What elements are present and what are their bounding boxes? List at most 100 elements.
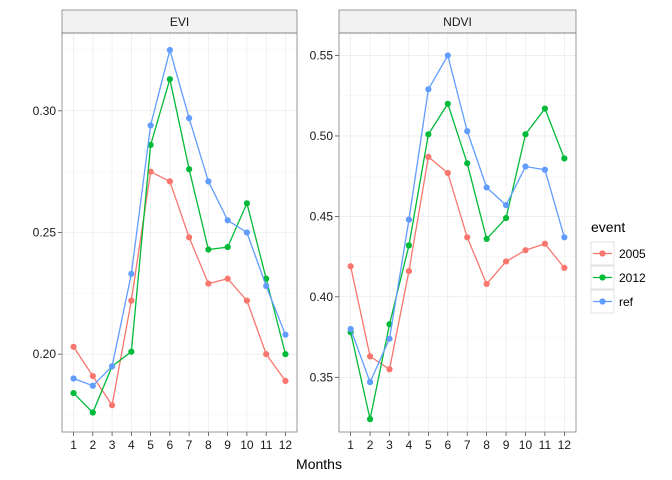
legend: event 2005 2012 ref bbox=[590, 219, 646, 314]
evi-series-2005-point bbox=[263, 351, 270, 358]
ndvi-x-tick-label: 3 bbox=[386, 438, 393, 452]
evi-x-tick-label: 6 bbox=[167, 438, 174, 452]
evi-y-tick-label: 0.30 bbox=[33, 104, 57, 118]
evi-series-2005-point bbox=[108, 402, 116, 409]
x-axis-title: Months bbox=[296, 456, 342, 472]
evi-series-ref-line bbox=[73, 47, 287, 387]
legend-key-point-2012 bbox=[599, 274, 606, 281]
evi-series-ref-point bbox=[205, 178, 212, 185]
ndvi-series-ref-point bbox=[405, 216, 413, 223]
evi-x-tick-label: 1 bbox=[70, 438, 77, 452]
ndvi-panel-border bbox=[338, 32, 577, 433]
evi-series-2012-point bbox=[166, 76, 173, 83]
evi-x-tick-label: 3 bbox=[109, 438, 116, 452]
ndvi-series-2005-line bbox=[350, 155, 565, 371]
evi-series-ref-point bbox=[89, 382, 96, 389]
ndvi-series-2012-point bbox=[425, 131, 432, 138]
evi-x-tick-label: 5 bbox=[147, 438, 154, 452]
evi-series-2005-point bbox=[70, 343, 77, 350]
evi-series-2012-point bbox=[243, 200, 251, 207]
evi-x-tick-label: 8 bbox=[205, 438, 212, 452]
evi-series-2005-point bbox=[147, 168, 154, 175]
ndvi-x-tick-label: 11 bbox=[539, 438, 552, 452]
ndvi-series-2012-point bbox=[366, 416, 374, 423]
ndvi-series-2005-point bbox=[444, 169, 451, 177]
evi-series-2012-point bbox=[224, 243, 231, 251]
ndvi-series-ref-point bbox=[366, 379, 374, 386]
evi-series-2005-point bbox=[128, 297, 135, 304]
ndvi-y-tick-label: 0.35 bbox=[310, 370, 334, 384]
ndvi-series-2012-line bbox=[350, 102, 565, 420]
evi-series-2012-point bbox=[147, 141, 154, 149]
evi-x-tick-label: 4 bbox=[128, 438, 135, 452]
ndvi-series-2012-point bbox=[444, 100, 451, 107]
evi-series-2005-point bbox=[89, 372, 96, 380]
evi-series-2005-point bbox=[205, 280, 212, 287]
ndvi-series-2012-point bbox=[561, 155, 568, 162]
ndvi-series-2012-point bbox=[502, 214, 510, 222]
ndvi-x-tick-label: 9 bbox=[503, 438, 510, 452]
ndvi-series-ref-point bbox=[522, 163, 529, 170]
evi-series-ref-point bbox=[70, 375, 77, 382]
ndvi-x-tick-label: 12 bbox=[558, 438, 572, 452]
ndvi-series-2005-point bbox=[366, 353, 374, 360]
ndvi-series-ref-point bbox=[347, 325, 354, 333]
evi-series-2012-point bbox=[89, 409, 96, 416]
evi-x-tick-label: 9 bbox=[224, 438, 231, 452]
legend-label-2012: 2012 bbox=[619, 271, 646, 285]
ndvi-series-ref-point bbox=[386, 335, 393, 342]
evi-y-tick-label: 0.25 bbox=[33, 226, 57, 240]
evi-series-ref-point bbox=[166, 46, 173, 54]
ndvi-strip-title: NDVI bbox=[443, 15, 472, 29]
legend-label-2005: 2005 bbox=[619, 247, 646, 261]
evi-x-tick-label: 10 bbox=[240, 438, 254, 452]
ndvi-x-tick-label: 2 bbox=[367, 438, 374, 452]
legend-key-point-2005 bbox=[599, 250, 606, 257]
evi-series-2012-point bbox=[205, 246, 212, 253]
evi-x-tick-label: 11 bbox=[260, 438, 273, 452]
ndvi-series-2005-point bbox=[464, 234, 471, 241]
ndvi-series-2012-point bbox=[405, 242, 413, 249]
evi-x-tick-label: 7 bbox=[186, 438, 193, 452]
evi-series-ref-point bbox=[224, 217, 231, 224]
evi-series-ref-point bbox=[243, 229, 251, 236]
ndvi-series-ref-point bbox=[483, 184, 490, 191]
evi-series-2005-line bbox=[73, 170, 286, 407]
evi-series-2012-point bbox=[186, 166, 193, 173]
ndvi-series-2012-point bbox=[541, 105, 549, 112]
ndvi-series-ref-point bbox=[541, 166, 549, 173]
evi-series-2012-point bbox=[70, 389, 77, 397]
ndvi-y-tick-label: 0.50 bbox=[310, 129, 334, 143]
evi-series-ref-point bbox=[186, 115, 193, 122]
evi-series-ref-point bbox=[282, 331, 289, 338]
ndvi-x-tick-label: 6 bbox=[444, 438, 451, 452]
ndvi-series-2005-point bbox=[386, 366, 393, 373]
ndvi-x-tick-label: 8 bbox=[483, 438, 490, 452]
ndvi-series-2005-point bbox=[483, 280, 490, 288]
evi-series-2005-point bbox=[224, 275, 231, 282]
ndvi-series-ref-point bbox=[561, 234, 568, 241]
evi-series-2005-point bbox=[243, 297, 251, 304]
evi-y-tick-label: 0.20 bbox=[33, 347, 57, 361]
ndvi-series-2012-point bbox=[464, 160, 471, 167]
ndvi-y-tick-label: 0.40 bbox=[310, 290, 334, 304]
ndvi-series-2005-point bbox=[405, 268, 413, 275]
ndvi-series-2005-point bbox=[425, 153, 432, 160]
evi-x-tick-label: 12 bbox=[279, 438, 293, 452]
ndvi-series-ref-line bbox=[350, 53, 565, 384]
ndvi-x-tick-label: 10 bbox=[519, 438, 533, 452]
evi-panel-border bbox=[61, 32, 298, 433]
ndvi-series-2012-point bbox=[483, 235, 490, 243]
ndvi-x-tick-label: 7 bbox=[464, 438, 471, 452]
evi-series-ref-point bbox=[128, 270, 135, 277]
evi-series-2012-point bbox=[282, 351, 289, 358]
ndvi-series-ref-point bbox=[502, 202, 510, 209]
legend-label-ref: ref bbox=[619, 295, 634, 309]
ndvi-x-tick-label: 1 bbox=[347, 438, 354, 452]
evi-series-2005-point bbox=[186, 234, 193, 241]
evi-series-ref-point bbox=[147, 122, 154, 129]
ndvi-y-tick-label: 0.45 bbox=[310, 209, 334, 223]
